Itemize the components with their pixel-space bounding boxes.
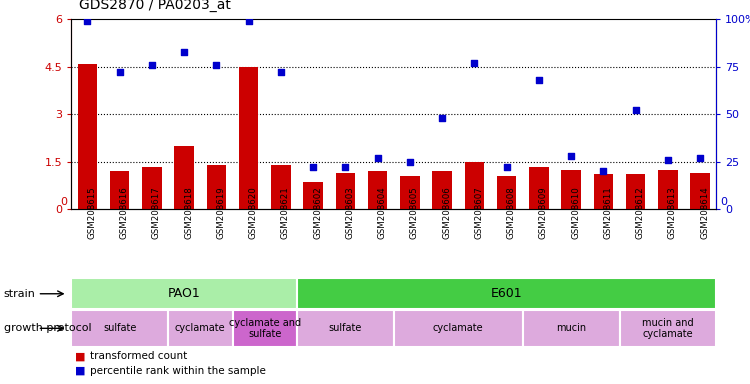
Point — [501, 164, 513, 170]
Bar — [78, 64, 97, 209]
Point — [146, 62, 158, 68]
Bar — [207, 165, 226, 209]
Text: percentile rank within the sample: percentile rank within the sample — [90, 366, 266, 376]
Bar — [394, 310, 523, 347]
Text: cyclamate: cyclamate — [433, 323, 484, 333]
Point — [532, 77, 544, 83]
Bar — [465, 162, 484, 209]
Text: GSM208606: GSM208606 — [442, 186, 452, 239]
Bar — [691, 173, 709, 209]
Point — [210, 62, 222, 68]
Bar — [272, 165, 290, 209]
Bar — [620, 310, 716, 347]
Bar — [142, 167, 161, 209]
Bar — [232, 310, 297, 347]
Text: GSM208616: GSM208616 — [120, 186, 129, 239]
Text: GSM208621: GSM208621 — [280, 186, 290, 239]
Text: cyclamate: cyclamate — [175, 323, 226, 333]
Text: sulfate: sulfate — [328, 323, 362, 333]
Text: GSM208612: GSM208612 — [635, 186, 644, 239]
Bar — [297, 310, 394, 347]
Text: GSM208605: GSM208605 — [410, 186, 419, 239]
Point — [308, 164, 320, 170]
Text: mucin and
cyclamate: mucin and cyclamate — [642, 318, 694, 339]
Point — [114, 70, 126, 76]
Bar — [71, 278, 297, 309]
Text: GSM208607: GSM208607 — [474, 186, 483, 239]
Point — [436, 115, 448, 121]
Bar — [304, 182, 322, 209]
Text: growth protocol: growth protocol — [4, 323, 92, 333]
Bar — [562, 170, 580, 209]
Text: 0: 0 — [720, 197, 727, 207]
Bar — [368, 171, 387, 209]
Point — [629, 108, 641, 114]
Point — [274, 70, 286, 76]
Text: GSM208603: GSM208603 — [345, 186, 354, 239]
Bar — [530, 167, 548, 209]
Bar — [239, 67, 258, 209]
Text: mucin: mucin — [556, 323, 586, 333]
Bar — [497, 176, 516, 209]
Text: GSM208614: GSM208614 — [700, 186, 709, 239]
Text: ■: ■ — [75, 351, 86, 361]
Text: sulfate: sulfate — [103, 323, 136, 333]
Point — [404, 159, 416, 165]
Point — [81, 18, 93, 24]
Text: GSM208604: GSM208604 — [377, 186, 387, 239]
Text: GSM208615: GSM208615 — [87, 186, 96, 239]
Bar — [400, 176, 419, 209]
Bar — [71, 310, 168, 347]
Point — [566, 153, 578, 159]
Bar — [433, 171, 451, 209]
Text: GSM208609: GSM208609 — [538, 186, 548, 239]
Point — [597, 168, 609, 174]
Text: GSM208602: GSM208602 — [314, 186, 322, 239]
Text: transformed count: transformed count — [90, 351, 188, 361]
Text: GDS2870 / PA0203_at: GDS2870 / PA0203_at — [79, 0, 231, 12]
Text: cyclamate and
sulfate: cyclamate and sulfate — [229, 318, 301, 339]
Bar — [626, 174, 645, 209]
Bar — [110, 171, 129, 209]
Bar — [523, 310, 620, 347]
Text: 0: 0 — [61, 197, 68, 207]
Bar — [658, 170, 677, 209]
Text: E601: E601 — [490, 287, 523, 300]
Point — [339, 164, 351, 170]
Point — [178, 48, 190, 55]
Text: GSM208610: GSM208610 — [572, 186, 580, 239]
Bar — [297, 278, 716, 309]
Text: ■: ■ — [75, 366, 86, 376]
Bar — [168, 310, 232, 347]
Bar — [594, 174, 613, 209]
Point — [242, 18, 254, 24]
Text: GSM208608: GSM208608 — [507, 186, 516, 239]
Text: GSM208620: GSM208620 — [248, 186, 258, 239]
Text: PAO1: PAO1 — [168, 287, 200, 300]
Point — [468, 60, 480, 66]
Bar — [175, 146, 194, 209]
Point — [662, 157, 674, 163]
Bar — [336, 173, 355, 209]
Text: GSM208611: GSM208611 — [603, 186, 612, 239]
Text: GSM208613: GSM208613 — [668, 186, 676, 239]
Text: GSM208619: GSM208619 — [216, 186, 225, 239]
Point — [694, 155, 706, 161]
Text: strain: strain — [4, 289, 36, 299]
Point — [371, 155, 383, 161]
Text: GSM208617: GSM208617 — [152, 186, 160, 239]
Text: GSM208618: GSM208618 — [184, 186, 194, 239]
